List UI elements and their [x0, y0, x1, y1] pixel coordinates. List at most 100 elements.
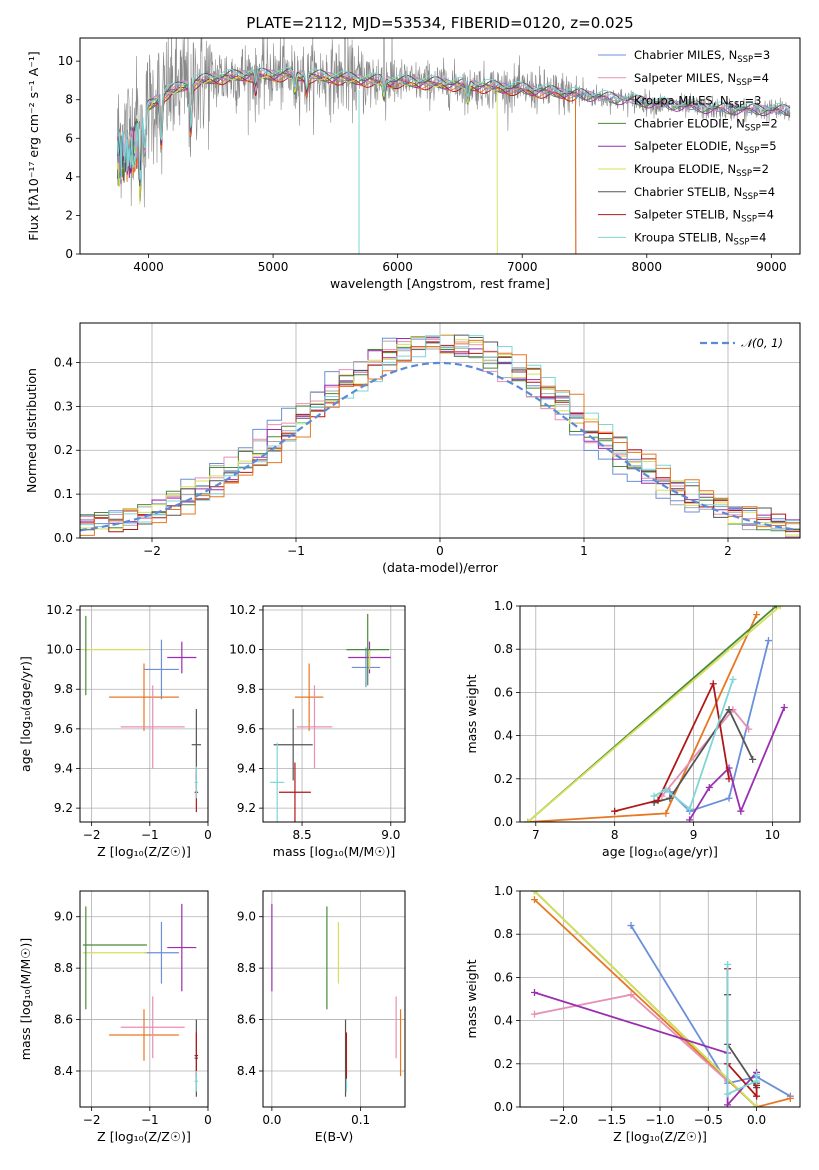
legend-entry-value: =2 — [761, 116, 778, 130]
weight-series-marker — [654, 796, 662, 804]
errorbar-point — [109, 1009, 179, 1061]
legend-entry-name: Kroupa STELIB — [634, 230, 718, 244]
legend-entry-n: N — [725, 230, 734, 244]
legend-entry-name: Kroupa MILES — [634, 94, 713, 108]
legend-entry-n: N — [735, 139, 744, 153]
weight-series-line — [653, 707, 754, 804]
y-tick-label: 9.6 — [54, 722, 73, 736]
age_vs_Z-xlabel: Z [log₁₀(Z/Z☉)] — [97, 844, 191, 859]
legend-entry-name: Salpeter ELODIE — [634, 139, 728, 153]
legend-entry-n: N — [732, 208, 741, 222]
x-tick-label: 1 — [580, 544, 588, 558]
y-tick-label: 0.0 — [494, 1100, 513, 1114]
legend-entry-sep: , — [718, 230, 725, 244]
mass_vs_ebv-xlabel: E(B-V) — [315, 1129, 354, 1144]
legend-entry-name: Chabrier ELODIE — [634, 116, 729, 130]
x-tick-label: −2 — [143, 544, 161, 558]
weight-series-marker — [686, 805, 694, 813]
spectrum-ylabel: Flux [fλ10⁻¹⁷ erg cm⁻² s⁻¹ A⁻¹] — [26, 51, 41, 240]
weight-series-line — [726, 964, 758, 1096]
model-spectrum-line — [116, 66, 791, 184]
errorbar-point — [273, 709, 313, 781]
weight-series-marker — [776, 606, 784, 610]
weight-series-line — [533, 891, 758, 1107]
legend-entry-sep: , — [728, 139, 735, 153]
weight-series-marker — [650, 792, 658, 800]
age_vs_mass-frame — [262, 605, 406, 823]
weight-series-marker — [530, 989, 538, 997]
mass_vs_Z-plot-area — [82, 903, 199, 1097]
y-tick-label: 0.2 — [494, 772, 513, 786]
y-tick-label: 9.0 — [54, 910, 73, 924]
weight_vs_Z-axes: −2.0 −1.5 −1.0 −0.5 0.0 0.0 0.2 0.4 0.6 0.8 1.0 Z [… — [464, 884, 801, 1144]
errorbar-point — [109, 663, 179, 731]
legend-entry-value: =4 — [757, 208, 774, 222]
y-tick-label: 0.4 — [54, 355, 73, 369]
y-tick-label: 9.2 — [237, 801, 256, 815]
y-tick-label: 2 — [65, 208, 73, 222]
spectrum-axes: 4000 5000 6000 7000 8000 9000 0 2 4 6 8 10 wavelengt… — [26, 37, 801, 291]
y-tick-label: 0.2 — [54, 443, 73, 457]
legend-entry-subscript: SSP — [742, 192, 758, 202]
age_vs_mass-plot-area — [270, 613, 391, 822]
y-tick-label: 0.6 — [494, 970, 513, 984]
weight-series-marker — [627, 991, 635, 999]
weight-series-line — [726, 994, 758, 1091]
model-spectrum-line — [116, 68, 791, 175]
y-tick-label: 10.2 — [46, 603, 73, 617]
normal-distribution-curve — [80, 361, 798, 532]
y-tick-label: 4 — [65, 170, 73, 184]
mass_vs_ebv-frame — [262, 890, 406, 1108]
residual_hist-xlabel: (data-model)/error — [382, 560, 499, 575]
legend-entry-value: =4 — [749, 230, 766, 244]
y-tick-label: 1.0 — [494, 599, 513, 613]
weight-series-marker — [753, 1103, 761, 1107]
weight_vs_age-plot-area — [524, 606, 788, 822]
legend-entry-n: N — [727, 71, 736, 85]
weight-series-marker — [530, 896, 538, 904]
y-tick-label: 10.0 — [46, 643, 73, 657]
legend-entry-name: Salpeter STELIB — [634, 208, 725, 222]
mass_vs_Z-xlabel: Z [log₁₀(Z/Z☉)] — [97, 1129, 191, 1144]
x-tick-label: 8.5 — [293, 828, 312, 842]
legend-entry-name: Chabrier STELIB — [634, 185, 726, 199]
figure-title: PLATE=2112, MJD=53534, FIBERID=0120, z=0… — [246, 14, 633, 32]
weight-series-marker — [627, 922, 635, 930]
y-tick-label: 0.3 — [54, 399, 73, 413]
errorbar-point — [194, 1071, 199, 1092]
y-tick-label: 9.4 — [237, 761, 256, 775]
legend-entry-value: =2 — [752, 162, 769, 176]
y-tick-label: 0 — [65, 247, 73, 261]
residual-histogram-step — [80, 339, 800, 536]
weight-series-marker — [729, 675, 737, 683]
y-tick-label: 0.4 — [494, 729, 513, 743]
legend-entry-n: N — [727, 162, 736, 176]
weight-series-marker — [686, 816, 694, 822]
x-tick-label: 8000 — [632, 260, 663, 274]
x-tick-label: 4000 — [133, 260, 164, 274]
weight-series — [650, 675, 737, 813]
y-tick-label: 10 — [58, 54, 73, 68]
y-tick-label: 9.8 — [237, 682, 256, 696]
residual_hist-ylabel: Normed distribution — [24, 368, 39, 493]
weight_vs_Z-xlabel: Z [log₁₀(Z/Z☉)] — [613, 1129, 707, 1144]
legend-entry-sep: , — [713, 94, 720, 108]
weight-series-marker — [749, 755, 757, 763]
y-tick-label: 1.0 — [494, 884, 513, 898]
x-tick-label: 6000 — [382, 260, 413, 274]
x-tick-label: −0.5 — [694, 1113, 723, 1127]
y-tick-label: 9.6 — [237, 722, 256, 736]
x-tick-label: −1 — [287, 544, 305, 558]
legend-entry: Chabrier STELIB, NSSP=4 — [634, 185, 775, 202]
legend-entry-value: =5 — [760, 139, 777, 153]
spectrum-xlabel: wavelength [Angstrom, rest frame] — [330, 276, 550, 291]
legend-entry-sep: , — [726, 185, 733, 199]
weight_vs_Z-ylabel: mass weight — [464, 959, 479, 1038]
y-tick-label: 0.0 — [54, 531, 73, 545]
x-tick-label: −1.0 — [645, 1113, 674, 1127]
residual_hist-plot-area — [80, 334, 800, 538]
legend-entry-name: Chabrier MILES — [634, 48, 721, 62]
spectrum-plot-area — [116, 38, 791, 254]
legend-entry-subscript: SSP — [736, 78, 752, 88]
